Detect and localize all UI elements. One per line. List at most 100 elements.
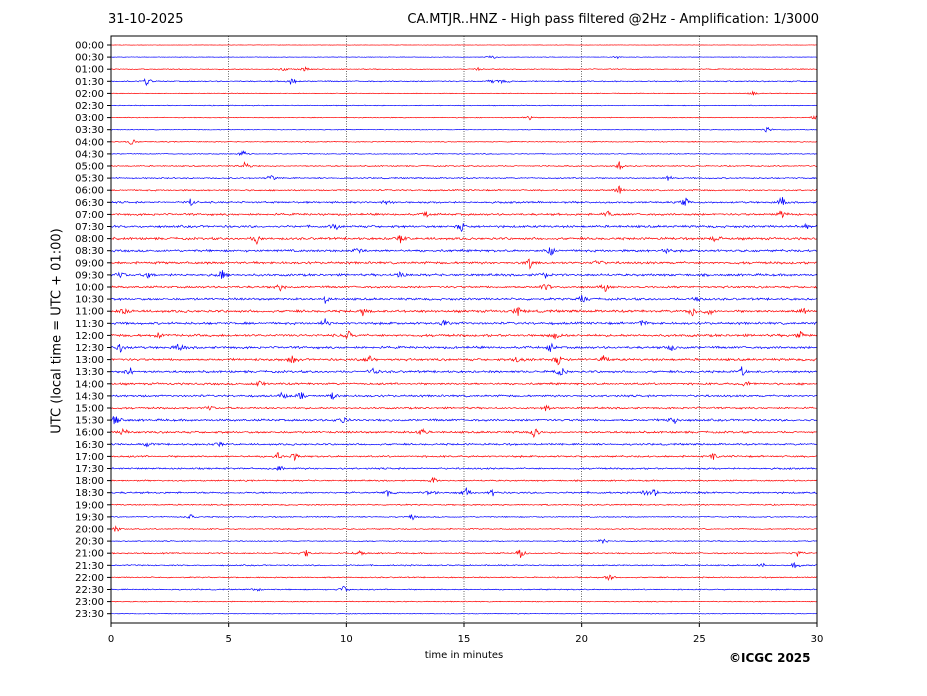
row-label-2000: 20:00 bbox=[75, 525, 104, 536]
row-label-1230: 12:30 bbox=[75, 343, 104, 354]
row-label-1900: 19:00 bbox=[75, 500, 104, 511]
x-tick-label-10: 10 bbox=[340, 634, 353, 645]
trace-row-2130 bbox=[110, 561, 818, 569]
row-label-1530: 15:30 bbox=[75, 416, 104, 427]
row-label-1100: 11:00 bbox=[75, 307, 104, 318]
trace-row-0400 bbox=[110, 139, 818, 145]
trace-row-0030 bbox=[110, 55, 818, 60]
row-label-2130: 21:30 bbox=[75, 561, 104, 572]
trace-row-0300 bbox=[110, 115, 818, 121]
row-label-1030: 10:30 bbox=[75, 295, 104, 306]
row-label-0030: 00:30 bbox=[75, 53, 104, 64]
row-label-1600: 16:00 bbox=[75, 428, 104, 439]
trace-row-1630 bbox=[110, 441, 818, 448]
row-label-1630: 16:30 bbox=[75, 440, 104, 451]
row-label-0900: 09:00 bbox=[75, 258, 104, 269]
row-label-0300: 03:00 bbox=[75, 113, 104, 124]
trace-row-1900 bbox=[110, 503, 818, 506]
trace-row-1500 bbox=[110, 404, 818, 412]
row-label-1430: 14:30 bbox=[75, 391, 104, 402]
trace-row-0100 bbox=[110, 66, 818, 72]
chart-title: CA.MTJR..HNZ - High pass filtered @2Hz -… bbox=[407, 12, 819, 27]
trace-row-0200 bbox=[110, 90, 818, 96]
trace-row-1000 bbox=[110, 283, 818, 292]
trace-row-1300 bbox=[110, 355, 818, 366]
row-label-1700: 17:00 bbox=[75, 452, 104, 463]
row-label-1000: 10:00 bbox=[75, 283, 104, 294]
row-label-0830: 08:30 bbox=[75, 246, 104, 257]
trace-row-2330 bbox=[110, 612, 818, 615]
x-tick-label-25: 25 bbox=[693, 634, 706, 645]
row-label-0500: 05:00 bbox=[75, 162, 104, 173]
row-label-0730: 07:30 bbox=[75, 222, 104, 233]
row-label-0600: 06:00 bbox=[75, 186, 104, 197]
trace-row-1830 bbox=[110, 487, 818, 497]
trace-row-2230 bbox=[110, 585, 818, 592]
trace-row-0800 bbox=[110, 235, 818, 245]
trace-row-1230 bbox=[110, 342, 818, 353]
row-label-2200: 22:00 bbox=[75, 573, 104, 584]
trace-row-0530 bbox=[110, 175, 818, 181]
trace-row-0600 bbox=[110, 185, 818, 194]
trace-row-0730 bbox=[110, 222, 818, 233]
row-label-1930: 19:30 bbox=[75, 512, 104, 523]
row-label-1400: 14:00 bbox=[75, 379, 104, 390]
trace-row-1700 bbox=[110, 452, 818, 462]
row-label-0930: 09:30 bbox=[75, 270, 104, 281]
trace-row-0330 bbox=[110, 126, 818, 133]
trace-row-1030 bbox=[110, 295, 818, 304]
trace-row-1130 bbox=[110, 318, 818, 326]
trace-row-0630 bbox=[110, 197, 818, 207]
copyright-credit: ©ICGC 2025 bbox=[729, 651, 811, 665]
row-label-1330: 13:30 bbox=[75, 367, 104, 378]
chart-date: 31-10-2025 bbox=[108, 12, 184, 27]
row-label-1300: 13:00 bbox=[75, 355, 104, 366]
x-tick-label-5: 5 bbox=[225, 634, 231, 645]
trace-row-0430 bbox=[110, 150, 818, 156]
row-label-2330: 23:30 bbox=[75, 609, 104, 620]
row-label-1200: 12:00 bbox=[75, 331, 104, 342]
trace-row-2100 bbox=[110, 549, 818, 558]
x-tick-layer: 0 5 10 15 20 25 30 bbox=[108, 623, 823, 645]
row-label-0800: 08:00 bbox=[75, 234, 104, 245]
trace-row-0830 bbox=[110, 247, 818, 256]
row-label-1500: 15:00 bbox=[75, 404, 104, 415]
trace-row-0700 bbox=[110, 210, 818, 219]
trace-row-0130 bbox=[110, 78, 818, 87]
row-label-2100: 21:00 bbox=[75, 549, 104, 560]
x-axis-label: time in minutes bbox=[424, 650, 504, 661]
row-label-0000: 00:00 bbox=[75, 41, 104, 52]
trace-row-1330 bbox=[110, 366, 818, 376]
row-label-0230: 02:30 bbox=[75, 101, 104, 112]
row-label-0330: 03:30 bbox=[75, 125, 104, 136]
row-label-1830: 18:30 bbox=[75, 488, 104, 499]
trace-row-0900 bbox=[110, 258, 818, 270]
row-label-layer: 00:0000:3001:0001:3002:0002:3003:0003:30… bbox=[75, 41, 111, 620]
trace-row-0500 bbox=[110, 161, 818, 170]
plot-frame bbox=[110, 35, 818, 624]
trace-layer bbox=[110, 44, 818, 615]
trace-row-1800 bbox=[110, 476, 818, 483]
row-label-2300: 23:00 bbox=[75, 597, 104, 608]
trace-row-2200 bbox=[110, 574, 818, 582]
row-label-1130: 11:30 bbox=[75, 319, 104, 330]
trace-row-1530 bbox=[110, 416, 818, 425]
trace-row-2000 bbox=[110, 525, 818, 532]
row-label-0400: 04:00 bbox=[75, 137, 104, 148]
row-label-0200: 02:00 bbox=[75, 89, 104, 100]
trace-row-1430 bbox=[110, 391, 818, 400]
trace-row-1600 bbox=[110, 427, 818, 438]
trace-row-1200 bbox=[110, 330, 818, 340]
row-label-0130: 01:30 bbox=[75, 77, 104, 88]
trace-row-0930 bbox=[110, 270, 818, 279]
trace-row-0230 bbox=[110, 104, 818, 107]
row-label-1800: 18:00 bbox=[75, 476, 104, 487]
grid-layer bbox=[228, 36, 700, 623]
row-label-2230: 22:30 bbox=[75, 585, 104, 596]
row-label-0430: 04:30 bbox=[75, 149, 104, 160]
trace-row-2300 bbox=[110, 600, 818, 603]
trace-row-2030 bbox=[110, 538, 818, 544]
x-tick-label-20: 20 bbox=[575, 634, 588, 645]
row-label-0100: 01:00 bbox=[75, 65, 104, 76]
